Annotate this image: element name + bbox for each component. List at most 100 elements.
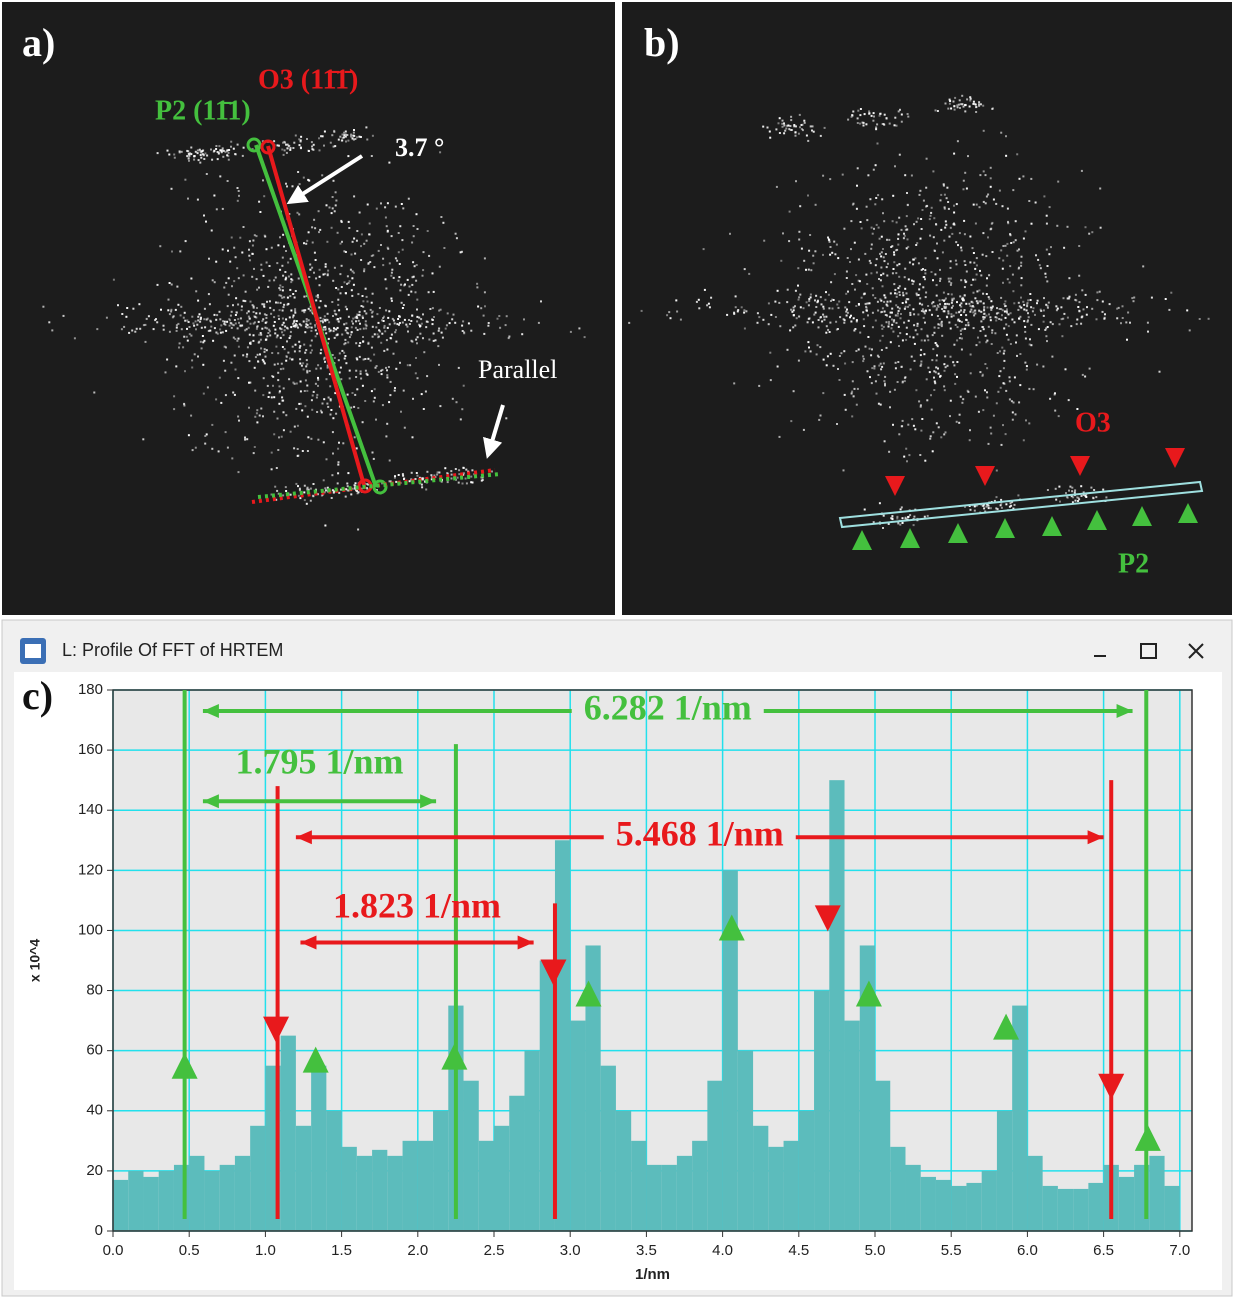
bar xyxy=(936,1180,951,1231)
speckle xyxy=(953,105,955,107)
speckle xyxy=(188,434,190,436)
speckle xyxy=(770,314,772,316)
speckle xyxy=(425,326,427,328)
speckle xyxy=(798,299,800,301)
speckle xyxy=(296,383,298,385)
speckle xyxy=(807,140,809,142)
speckle xyxy=(431,319,433,321)
speckle xyxy=(339,273,341,275)
speckle xyxy=(414,265,416,267)
speckle xyxy=(859,332,861,334)
speckle xyxy=(1032,310,1034,312)
speckle xyxy=(315,368,317,370)
speckle xyxy=(363,268,365,270)
speckle xyxy=(1069,486,1071,488)
speckle xyxy=(266,349,268,351)
speckle xyxy=(324,525,326,527)
speckle xyxy=(953,153,955,155)
speckle xyxy=(946,303,948,305)
bar xyxy=(540,961,555,1232)
speckle xyxy=(300,136,302,138)
speckle xyxy=(779,132,781,134)
speckle xyxy=(899,332,901,334)
speckle xyxy=(1028,200,1030,202)
speckle xyxy=(815,312,817,314)
speckle xyxy=(283,387,285,389)
speckle xyxy=(234,153,236,155)
speckle xyxy=(415,280,417,282)
speckle xyxy=(226,154,228,156)
speckle xyxy=(305,243,307,245)
speckle xyxy=(261,328,263,330)
speckle xyxy=(913,336,915,338)
speckle xyxy=(347,472,349,474)
measurement-label: 1.795 1/nm xyxy=(235,741,403,781)
speckle xyxy=(1009,265,1011,267)
speckle xyxy=(927,339,929,341)
speckle xyxy=(641,310,643,312)
speckle xyxy=(951,316,953,318)
bar xyxy=(890,1147,905,1231)
speckle xyxy=(882,335,884,337)
speckle xyxy=(432,323,434,325)
speckle xyxy=(357,329,359,331)
speckle xyxy=(396,260,398,262)
speckle xyxy=(362,341,364,343)
speckle xyxy=(287,303,289,305)
speckle xyxy=(950,278,952,280)
speckle xyxy=(1034,314,1036,316)
speckle xyxy=(1057,181,1059,183)
speckle xyxy=(386,349,388,351)
speckle xyxy=(878,356,880,358)
speckle xyxy=(366,483,368,485)
speckle xyxy=(921,310,923,312)
speckle xyxy=(1004,303,1006,305)
speckle xyxy=(895,367,897,369)
speckle xyxy=(872,294,874,296)
speckle xyxy=(882,307,884,309)
speckle xyxy=(191,367,193,369)
speckle xyxy=(890,341,892,343)
speckle xyxy=(267,385,269,387)
speckle xyxy=(362,385,364,387)
speckle xyxy=(394,390,396,392)
speckle xyxy=(223,360,225,362)
speckle xyxy=(1029,338,1031,340)
y-tick-label: 60 xyxy=(86,1042,103,1059)
speckle xyxy=(230,146,232,148)
speckle xyxy=(897,306,899,308)
speckle xyxy=(316,394,318,396)
speckle xyxy=(333,327,335,329)
speckle xyxy=(413,225,415,227)
speckle xyxy=(1063,313,1065,315)
speckle xyxy=(266,262,268,264)
speckle xyxy=(275,277,277,279)
speckle xyxy=(184,179,186,181)
speckle xyxy=(313,483,315,485)
speckle xyxy=(851,115,853,117)
speckle xyxy=(906,229,908,231)
speckle xyxy=(320,135,322,137)
speckle xyxy=(215,319,217,321)
speckle xyxy=(992,306,994,308)
speckle xyxy=(1023,309,1025,311)
speckle xyxy=(806,135,808,137)
speckle xyxy=(953,298,955,300)
speckle xyxy=(866,283,868,285)
speckle xyxy=(383,327,385,329)
speckle xyxy=(1081,316,1083,318)
speckle xyxy=(964,233,966,235)
speckle xyxy=(345,342,347,344)
speckle xyxy=(237,377,239,379)
bar xyxy=(1073,1189,1088,1231)
speckle xyxy=(422,275,424,277)
speckle xyxy=(1026,304,1028,306)
speckle xyxy=(245,291,247,293)
speckle xyxy=(243,226,245,228)
speckle xyxy=(347,485,349,487)
speckle xyxy=(973,101,975,103)
speckle xyxy=(255,312,257,314)
speckle xyxy=(919,190,921,192)
speckle xyxy=(1026,309,1028,311)
speckle xyxy=(326,378,328,380)
